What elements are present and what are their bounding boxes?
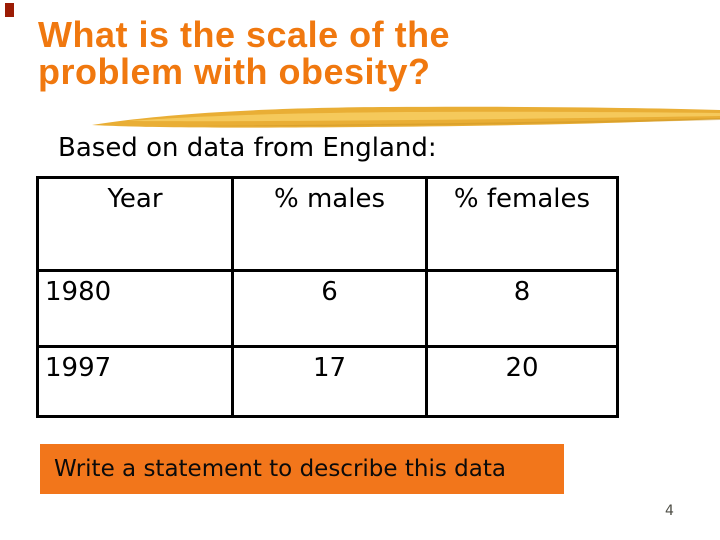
cell-year-1997: 1997 — [36, 345, 234, 418]
table-row: 1980 6 8 — [36, 269, 619, 348]
brush-stroke-underline — [92, 106, 720, 128]
table-header-year: Year — [36, 176, 234, 272]
slide-title-line1: What is the scale of the — [38, 14, 451, 55]
slide-title: What is the scale of the problem with ob… — [38, 16, 450, 90]
cell-males-1980: 6 — [231, 269, 428, 348]
callout-text: Write a statement to describe this data — [54, 456, 506, 482]
table-row: 1997 17 20 — [36, 345, 619, 418]
cell-males-1997: 17 — [231, 345, 428, 418]
callout-box: Write a statement to describe this data — [40, 444, 564, 494]
cell-year-1980: 1980 — [36, 269, 234, 348]
data-table: Year % males % females 1980 6 8 1997 17 … — [36, 176, 619, 418]
cell-females-1980: 8 — [425, 269, 619, 348]
table-header-row: Year % males % females — [36, 176, 619, 272]
cell-females-1997: 20 — [425, 345, 619, 418]
slide-template-corner-mark — [5, 3, 14, 17]
page-number: 4 — [665, 503, 674, 519]
subtitle-text: Based on data from England: — [58, 133, 437, 163]
slide-title-line2: problem with obesity? — [38, 51, 431, 92]
table-header-females: % females — [425, 176, 619, 272]
table-header-males: % males — [231, 176, 428, 272]
